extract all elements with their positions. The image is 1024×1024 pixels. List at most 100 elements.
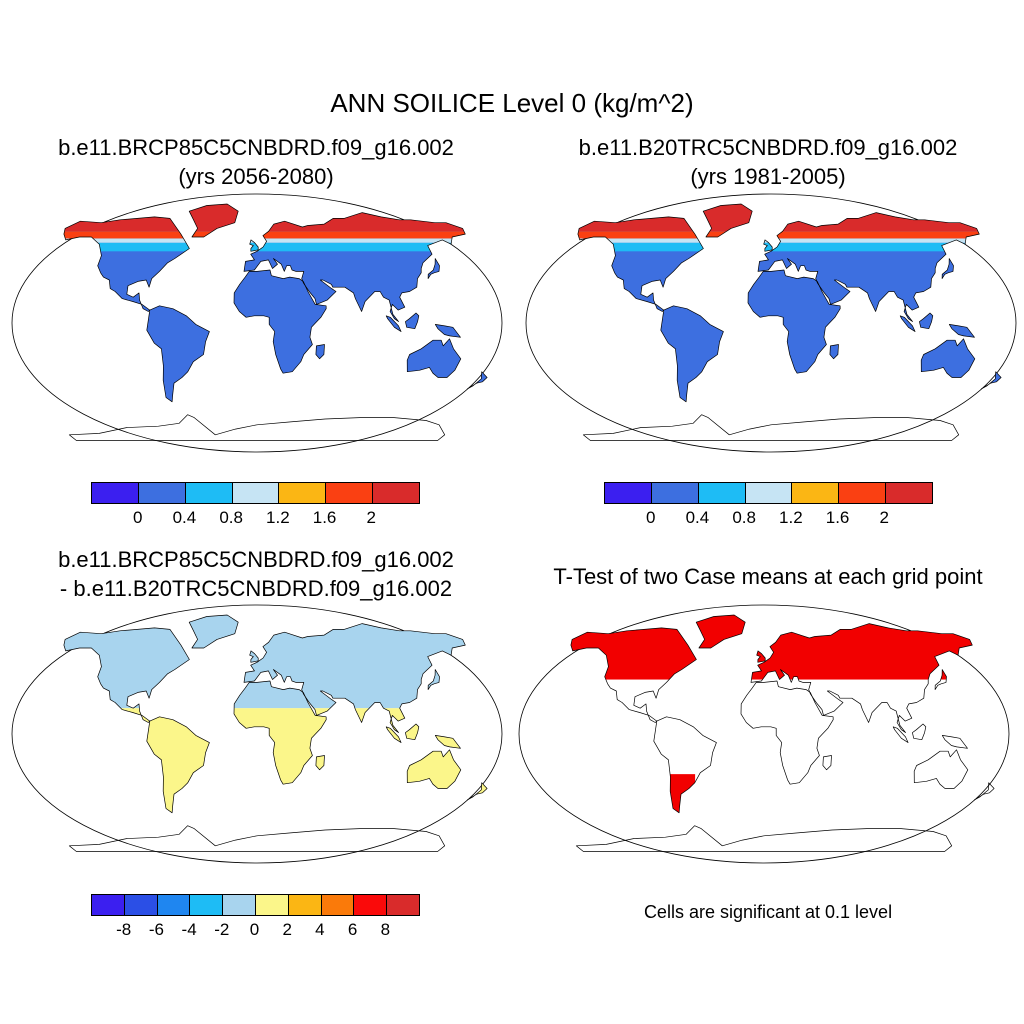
soilice-mid-band	[63, 242, 488, 252]
coastline-new-zealand	[973, 782, 995, 801]
coastline-south-america	[653, 716, 717, 814]
colorbar-swatch	[605, 483, 652, 503]
colorbar-swatch	[321, 895, 355, 915]
coastline-australia	[406, 749, 462, 789]
panel-title-ttest: T-Test of two Case means at each grid po…	[512, 562, 1024, 591]
coastline-antarctica	[68, 414, 446, 441]
soilice-mid-band	[577, 242, 1002, 252]
coastline-japan	[427, 258, 440, 279]
coastline-sumatra	[892, 726, 909, 743]
panel-title-case1: b.e11.BRCP85C5CNBDRD.f09_g16.002 (yrs 20…	[0, 133, 512, 191]
coastline-greenland	[188, 203, 239, 238]
coastline-new-zealand	[466, 371, 488, 390]
coastline-madagascar	[315, 755, 325, 771]
soilice-light-band	[63, 238, 488, 243]
coastline-madagascar	[315, 344, 325, 360]
colorbar-swatch	[288, 895, 322, 915]
coastline-australia	[913, 749, 969, 789]
coastline-south-america	[146, 716, 210, 814]
colorbar-swatch	[223, 895, 256, 915]
coastline-africa	[747, 269, 841, 374]
coastline-new-guinea	[941, 735, 968, 749]
colorbar-swatch	[792, 483, 840, 503]
colorbar-tick-label: -6	[148, 920, 164, 939]
colorbar-tick-label: 0.8	[219, 508, 243, 527]
coastline-north-america	[577, 216, 704, 312]
panel-title-line1: T-Test of two Case means at each grid po…	[553, 564, 983, 589]
colorbar-tick-label: -2	[214, 920, 230, 939]
coastline-europe-asia	[750, 623, 973, 733]
colorbar-case1	[91, 482, 420, 504]
coastline-borneo	[919, 312, 934, 330]
coastline-europe-asia	[757, 212, 980, 322]
coastline-north-america	[63, 627, 190, 723]
colorbar-swatch	[124, 895, 158, 915]
coastline-antarctica	[582, 414, 960, 441]
colorbar-tick-label: 0	[645, 508, 656, 527]
coastline-europe-asia	[243, 212, 466, 322]
significance-note: Cells are significant at 0.1 level	[643, 902, 893, 922]
colorbar-tick-label: 0.4	[685, 508, 710, 527]
colorbar-swatch	[698, 483, 746, 503]
colorbar-tick-label: 1.2	[779, 508, 803, 527]
colorbar-tick-label: 1.6	[825, 508, 850, 527]
colorbar-difference	[91, 894, 420, 916]
colorbar-tick-label: 0.4	[172, 508, 197, 527]
coastline-uk	[249, 650, 259, 663]
map-panel-ttest	[518, 604, 1010, 864]
colorbar-swatch	[279, 483, 327, 503]
colorbar-tick-label: 2	[879, 508, 890, 527]
coastline-japan	[941, 258, 954, 279]
coastline-south-america	[660, 305, 724, 403]
colorbar-swatch	[745, 483, 793, 503]
soilice-warm-band	[63, 231, 488, 239]
coastline-borneo	[912, 723, 927, 741]
colorbar-swatch	[185, 483, 233, 503]
panel-title-line2: (yrs 1981-2005)	[690, 164, 846, 189]
colorbar-swatch	[651, 483, 699, 503]
coastline-sumatra	[385, 315, 402, 332]
colorbar-tick-label: 8	[380, 920, 391, 939]
coastline-new-guinea	[434, 324, 461, 338]
coastline-africa	[740, 680, 834, 785]
coastline-new-guinea	[434, 735, 461, 749]
colorbar-swatch	[373, 483, 420, 503]
figure-title: ANN SOILICE Level 0 (kg/m^2)	[330, 88, 694, 118]
soilice-light-band	[577, 238, 1002, 243]
coastline-japan	[427, 669, 440, 690]
coastline-europe-asia	[243, 623, 466, 733]
coastline-africa	[233, 680, 327, 785]
map-panel-case1	[11, 193, 503, 453]
colorbar-swatch	[232, 483, 280, 503]
panel-title-case2: b.e11.B20TRC5CNBDRD.f09_g16.002 (yrs 198…	[512, 133, 1024, 191]
colorbar-tick-label: 0	[132, 508, 143, 527]
coastline-new-zealand	[980, 371, 1002, 390]
colorbar-swatch	[354, 895, 388, 915]
coastline-new-guinea	[948, 324, 975, 338]
panel-title-line1: b.e11.BRCP85C5CNBDRD.f09_g16.002	[58, 547, 454, 572]
colorbar-swatch	[138, 483, 186, 503]
coastline-north-america	[570, 627, 697, 723]
colorbar-tick-label: 0	[249, 920, 260, 939]
coastline-japan	[934, 669, 947, 690]
colorbar-tick-label: 1.2	[266, 508, 290, 527]
panel-title-line2: - b.e11.B20TRC5CNBDRD.f09_g16.002	[59, 576, 453, 601]
coastline-uk	[249, 239, 259, 252]
coastlines	[570, 614, 995, 852]
colorbar-tick-label: 4	[315, 920, 325, 939]
coastline-south-america	[146, 305, 210, 403]
coastlines	[577, 203, 1002, 441]
coastline-greenland	[702, 203, 753, 238]
colorbar-tick-label: 6	[347, 920, 358, 939]
colorbar-tick-label: 2	[366, 508, 377, 527]
colorbar-swatch	[326, 483, 374, 503]
coastline-africa	[233, 269, 327, 374]
coastline-australia	[920, 338, 976, 378]
coastline-greenland	[695, 614, 746, 649]
colorbar-swatch	[839, 483, 887, 503]
coastline-borneo	[405, 723, 420, 741]
coastline-greenland	[188, 614, 239, 649]
colorbar-swatch	[92, 483, 139, 503]
colorbar-swatch	[387, 895, 419, 915]
soilice-warm-band	[577, 231, 1002, 239]
